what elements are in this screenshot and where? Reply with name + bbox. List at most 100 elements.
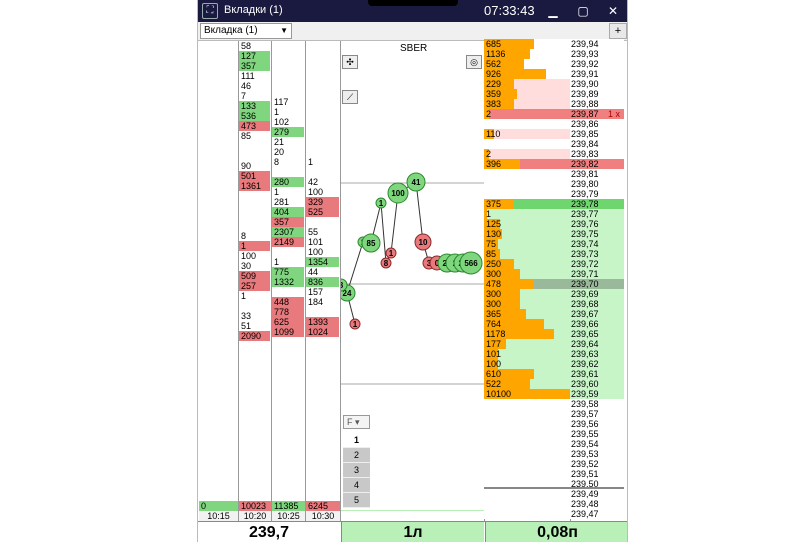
bid-price[interactable]: 239,60	[571, 379, 599, 389]
ask-price[interactable]: 239,86	[570, 119, 624, 129]
bid-quantity[interactable]: 10100	[486, 389, 512, 399]
bid-quantity[interactable]: 125	[486, 219, 502, 229]
bid-price[interactable]: 239,58	[571, 399, 599, 409]
cluster-cell: 1393	[306, 317, 339, 327]
bid-price[interactable]: 239,56	[571, 419, 599, 429]
bid-quantity[interactable]: 250	[486, 259, 502, 269]
bid-price[interactable]: 239,49	[571, 489, 599, 499]
bid-price[interactable]: 239,69	[571, 289, 599, 299]
bid-price[interactable]: 239,73	[571, 249, 599, 259]
ask-quantity[interactable]: 2	[486, 149, 492, 159]
bid-price[interactable]: 239,68	[571, 299, 599, 309]
ask-price[interactable]: 239,85	[570, 129, 624, 139]
filter-option[interactable]: 2	[343, 448, 370, 463]
ask-price[interactable]: 239,80	[570, 179, 624, 189]
bid-price[interactable]: 239,50	[571, 479, 599, 489]
bid-price[interactable]: 239,59	[571, 389, 599, 399]
ask-quantity[interactable]: 110	[486, 129, 501, 139]
bid-price[interactable]: 239,78	[571, 199, 599, 209]
ask-quantity[interactable]: 685	[486, 39, 502, 49]
line-chart-icon[interactable]: ⟋	[342, 90, 358, 104]
bid-price[interactable]: 239,57	[571, 409, 599, 419]
filter-option[interactable]: 1	[343, 433, 370, 448]
ask-quantity[interactable]: 926	[486, 69, 502, 79]
bid-price[interactable]: 239,76	[571, 219, 599, 229]
ask-price[interactable]: 239,83	[570, 149, 624, 159]
bid-quantity[interactable]: 300	[486, 299, 502, 309]
filter-option[interactable]: 3	[343, 463, 370, 478]
app-logo-icon[interactable]: ⛶	[202, 3, 218, 19]
bid-price[interactable]: 239,75	[571, 229, 599, 239]
ask-quantity[interactable]: 229	[486, 79, 502, 89]
bid-quantity[interactable]: 100	[486, 359, 502, 369]
bid-price[interactable]: 239,53	[571, 449, 599, 459]
bid-price[interactable]: 239,61	[571, 369, 599, 379]
bid-price[interactable]: 239,64	[571, 339, 599, 349]
filter-option[interactable]: 4	[343, 478, 370, 493]
ask-price[interactable]: 239,89	[570, 89, 624, 99]
bid-price[interactable]: 239,52	[571, 459, 599, 469]
ask-price[interactable]: 239,79	[570, 189, 624, 199]
ask-price[interactable]: 239,82	[570, 159, 624, 169]
bid-price[interactable]: 239,71	[571, 269, 599, 279]
bid-price[interactable]: 239,70	[571, 279, 599, 289]
ask-price[interactable]: 239,87	[570, 109, 624, 119]
bid-quantity[interactable]: 1	[486, 209, 492, 219]
filter-dropdown[interactable]: F ▾	[343, 415, 370, 429]
bid-price[interactable]: 239,77	[571, 209, 599, 219]
add-tab-button[interactable]: +	[609, 23, 627, 39]
spread-display: 0,08п	[485, 522, 627, 542]
ask-price[interactable]: 239,81	[570, 169, 624, 179]
bid-price[interactable]: 239,62	[571, 359, 599, 369]
bubble-label: 10	[419, 238, 428, 247]
bid-price[interactable]: 239,51	[571, 469, 599, 479]
filter-option[interactable]: 5	[343, 493, 370, 508]
ask-quantity[interactable]: 396	[486, 159, 502, 169]
tab-dropdown[interactable]: Вкладка (1) ▼	[200, 23, 292, 39]
bid-quantity[interactable]: 300	[486, 269, 502, 279]
bid-quantity[interactable]: 478	[486, 279, 502, 289]
bid-price[interactable]: 239,47	[571, 509, 599, 519]
bid-quantity[interactable]: 1178	[486, 329, 506, 339]
bid-price[interactable]: 239,63	[571, 349, 599, 359]
bid-price[interactable]: 239,48	[571, 499, 599, 509]
ask-quantity[interactable]: 2	[486, 109, 492, 119]
ask-quantity[interactable]: 359	[486, 89, 502, 99]
bid-price[interactable]: 239,66	[571, 319, 599, 329]
minimize-icon[interactable]: ▁	[548, 4, 558, 18]
ask-price[interactable]: 239,94	[570, 39, 624, 49]
ask-quantity[interactable]: 383	[486, 99, 502, 109]
cluster-cell: 58	[241, 41, 252, 51]
ask-price[interactable]: 239,88	[570, 99, 624, 109]
bid-price[interactable]: 239,54	[571, 439, 599, 449]
close-icon[interactable]: ✕	[607, 4, 619, 18]
ask-quantity[interactable]: 1136	[486, 49, 506, 59]
ask-price[interactable]: 239,91	[570, 69, 624, 79]
ask-price[interactable]: 239,84	[570, 139, 624, 149]
bid-quantity[interactable]: 375	[486, 199, 502, 209]
bid-quantity[interactable]: 365	[486, 309, 502, 319]
bubble-chart[interactable]: SBER ✣ ◎ ⟋ 12481185100814110302722156618…	[341, 41, 484, 511]
crosshair-icon[interactable]: ✣	[342, 55, 358, 69]
ask-quantity[interactable]: 562	[486, 59, 502, 69]
bid-quantity[interactable]: 764	[486, 319, 502, 329]
bid-price[interactable]: 239,67	[571, 309, 599, 319]
ask-price[interactable]: 239,92	[570, 59, 624, 69]
bid-quantity[interactable]: 300	[486, 289, 502, 299]
drag-handle[interactable]	[368, 0, 458, 6]
ask-price[interactable]: 239,93	[570, 49, 624, 59]
settings-icon[interactable]: ◎	[466, 55, 482, 69]
bid-price[interactable]: 239,74	[571, 239, 599, 249]
bid-quantity[interactable]: 522	[486, 379, 502, 389]
bid-price[interactable]: 239,65	[571, 329, 599, 339]
ask-price[interactable]: 239,90	[570, 79, 624, 89]
bid-price[interactable]: 239,55	[571, 429, 599, 439]
bid-quantity[interactable]: 130	[486, 229, 502, 239]
bid-quantity[interactable]: 75	[486, 239, 497, 249]
bid-price[interactable]: 239,72	[571, 259, 599, 269]
bid-quantity[interactable]: 85	[486, 249, 497, 259]
bid-quantity[interactable]: 610	[486, 369, 502, 379]
maximize-icon[interactable]: ▢	[577, 4, 589, 18]
bid-quantity[interactable]: 177	[486, 339, 502, 349]
bid-quantity[interactable]: 101	[486, 349, 502, 359]
